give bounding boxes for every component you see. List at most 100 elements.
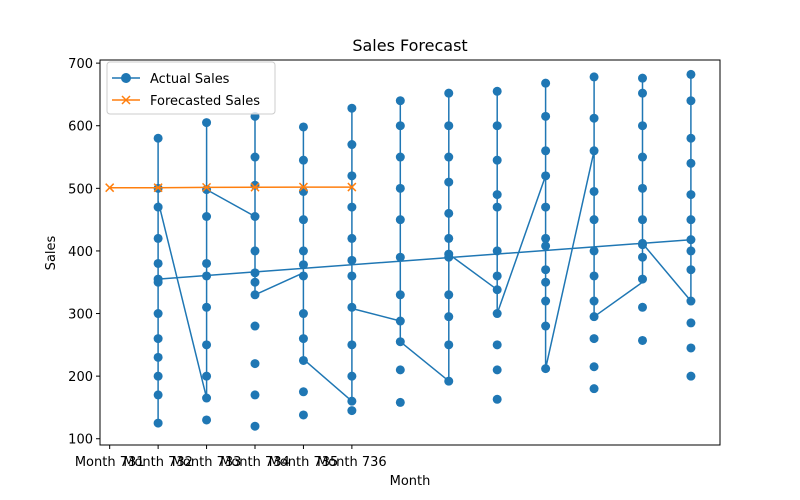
actual-sales-point [298, 355, 308, 365]
actual-sales-point [444, 340, 454, 350]
actual-sales-point [589, 362, 599, 372]
actual-sales-point [298, 334, 308, 344]
actual-sales-point [541, 78, 551, 88]
actual-sales-point [444, 376, 454, 386]
actual-sales-point [153, 133, 163, 143]
actual-sales-point [444, 290, 454, 300]
actual-sales-point [589, 215, 599, 225]
actual-sales-point [298, 155, 308, 165]
actual-sales-point [444, 121, 454, 131]
actual-sales-point [347, 103, 357, 113]
actual-sales-point [395, 121, 405, 131]
forecasted-sales-line [109, 186, 352, 189]
actual-sales-point [202, 258, 212, 268]
actual-sales-point [347, 340, 357, 350]
y-tick-label: 300 [68, 308, 93, 323]
actual-sales-point [686, 96, 696, 106]
actual-sales-point [492, 309, 502, 319]
actual-sales-point [492, 285, 502, 295]
actual-sales-point [347, 233, 357, 243]
actual-sales-point [589, 246, 599, 256]
actual-sales-point [492, 155, 502, 165]
actual-sales-point [298, 186, 308, 196]
actual-sales-point [250, 277, 260, 287]
actual-sales-point [347, 396, 357, 406]
actual-sales-point [492, 271, 502, 281]
actual-sales-point [395, 183, 405, 193]
actual-sales-point [589, 271, 599, 281]
actual-sales-point [541, 277, 551, 287]
actual-sales-point [395, 96, 405, 106]
x-tick-label: Month 734 [220, 455, 290, 470]
forecasted-sales-point [250, 182, 260, 192]
legend-box [106, 61, 276, 115]
actual-sales-point [444, 208, 454, 218]
legend-actual-label: Actual Sales [150, 72, 230, 87]
actual-sales-point [541, 321, 551, 331]
actual-sales-point [638, 121, 647, 131]
y-tick-label: 100 [68, 433, 93, 448]
actual-sales-point [492, 365, 502, 375]
forecasted-sales-point [105, 183, 115, 193]
actual-sales-point [153, 233, 163, 243]
actual-sales-point [589, 113, 599, 123]
actual-sales-point [395, 316, 405, 326]
actual-sales-point [250, 321, 260, 331]
forecasted-sales-point [202, 182, 212, 192]
actual-sales-point [395, 252, 405, 262]
actual-sales-point [395, 365, 405, 375]
actual-sales-point [250, 152, 260, 162]
chart-title: Sales Forecast [352, 36, 467, 55]
actual-sales-point [638, 238, 647, 248]
actual-sales-point [686, 235, 696, 245]
forecasted-sales-point [298, 182, 308, 192]
actual-sales-point [492, 86, 502, 96]
actual-sales-point [202, 340, 212, 350]
actual-sales-point [589, 334, 599, 344]
actual-sales-point [686, 246, 696, 256]
actual-sales-point [589, 296, 599, 306]
actual-sales-point [444, 88, 454, 98]
actual-sales-point [347, 271, 357, 281]
actual-sales-point [492, 394, 502, 404]
actual-sales-point [298, 122, 308, 132]
actual-sales-point [541, 364, 551, 374]
actual-sales-point [686, 371, 696, 381]
forecasted-sales-point [347, 182, 357, 192]
actual-sales-point [347, 171, 357, 181]
actual-sales-point [492, 340, 502, 350]
actual-sales-point [250, 390, 260, 400]
actual-sales-point [638, 252, 647, 262]
actual-sales-point [153, 309, 163, 319]
actual-sales-point [589, 384, 599, 394]
actual-sales-point [541, 146, 551, 156]
actual-sales-point [347, 371, 357, 381]
actual-sales-point [202, 271, 212, 281]
actual-sales-point [638, 88, 647, 98]
actual-sales-point [298, 309, 308, 319]
x-tick-label: Month 733 [172, 455, 242, 470]
actual-sales-point [444, 249, 454, 259]
actual-sales-point [444, 233, 454, 243]
y-tick-label: 500 [68, 182, 93, 197]
actual-sales-point [638, 274, 647, 284]
actual-sales-point [347, 406, 357, 416]
forecasted-sales-point [153, 183, 163, 193]
actual-sales-point [541, 233, 551, 243]
actual-sales-point [686, 133, 696, 143]
actual-sales-point [638, 152, 647, 162]
plot-area [99, 59, 721, 446]
actual-sales-point [444, 152, 454, 162]
actual-sales-point [202, 118, 212, 128]
actual-sales-point [298, 260, 308, 270]
actual-sales-point [589, 146, 599, 156]
actual-sales-point [686, 69, 696, 79]
actual-sales-point [638, 335, 647, 345]
actual-sales-point [541, 171, 551, 181]
actual-sales-point [638, 73, 647, 83]
x-axis-label: Month [390, 474, 431, 489]
x-tick-label: Month 735 [269, 455, 339, 470]
actual-sales-point [686, 265, 696, 275]
actual-sales-point [541, 265, 551, 275]
actual-sales-point [298, 410, 308, 420]
